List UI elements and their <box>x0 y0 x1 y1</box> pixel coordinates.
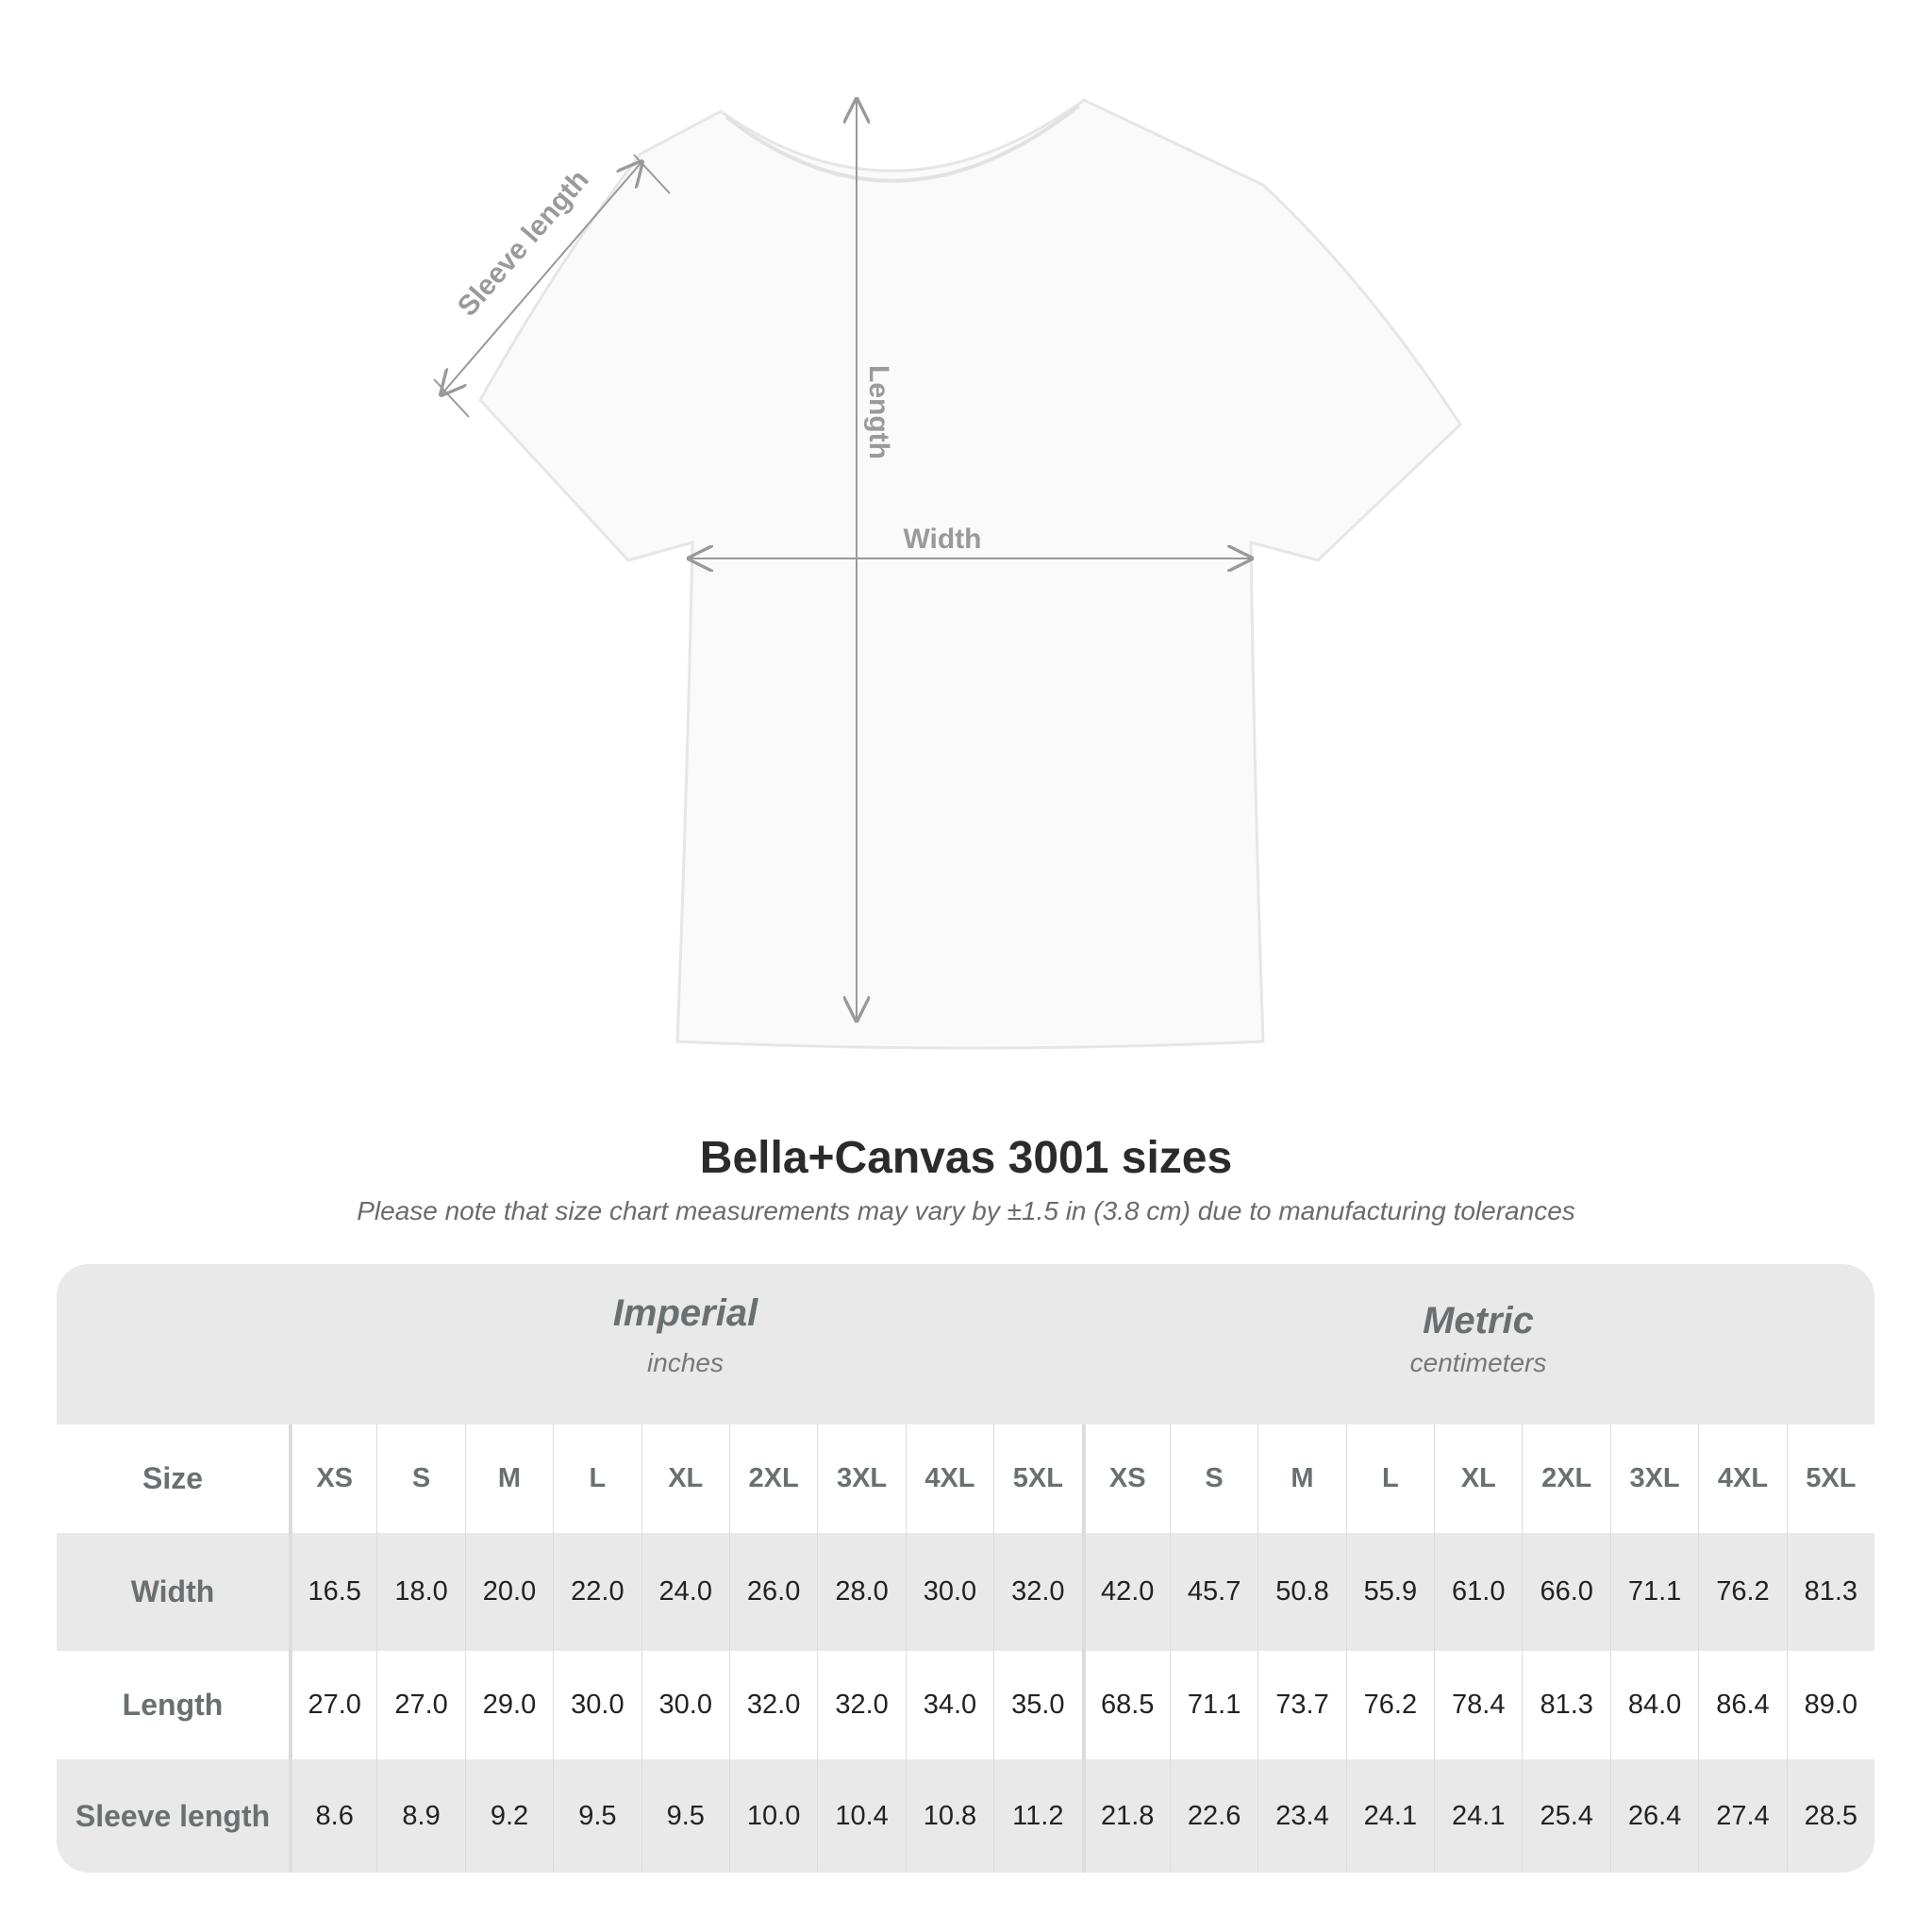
imperial-value-cell: 9.5 <box>553 1759 641 1873</box>
imperial-value-cell: 28.0 <box>817 1533 905 1651</box>
size-header-row: Size XS S M L XL 2XL 3XL 4XL 5XL XS S M L XL 2XL 3XL 4XL 5… <box>57 1424 1874 1533</box>
metric-size-header: 3XL <box>1609 1424 1698 1533</box>
metric-size-header: 2XL <box>1522 1424 1609 1533</box>
metric-value-cell: 81.3 <box>1786 1533 1874 1651</box>
imperial-size-header: M <box>464 1424 553 1533</box>
metric-value-cell: 81.3 <box>1522 1651 1609 1759</box>
imperial-value-cell: 24.0 <box>641 1533 729 1651</box>
sleeve-length-arrow <box>441 162 641 394</box>
metric-title: Metric <box>1423 1300 1534 1341</box>
tshirt-shape <box>478 98 1462 1050</box>
tolerance-note: Please note that size chart measurements… <box>357 1196 1575 1225</box>
metric-size-header: 5XL <box>1786 1424 1874 1533</box>
imperial-value-cell: 8.6 <box>289 1759 376 1873</box>
metric-value-cell: 89.0 <box>1786 1651 1874 1759</box>
row-label: Length <box>122 1688 224 1722</box>
imperial-value-cell: 27.0 <box>289 1651 376 1759</box>
metric-size-header: L <box>1345 1424 1434 1533</box>
imperial-value-cell: 9.2 <box>464 1759 553 1873</box>
imperial-value-cell: 10.4 <box>817 1759 905 1873</box>
imperial-header: Imperial inches <box>289 1292 1082 1378</box>
metric-value-cell: 45.7 <box>1169 1533 1257 1651</box>
imperial-size-header: 3XL <box>817 1424 905 1533</box>
metric-size-header: M <box>1257 1424 1345 1533</box>
metric-value-cell: 23.4 <box>1257 1759 1345 1873</box>
imperial-value-cell: 22.0 <box>553 1533 641 1651</box>
metric-value-cell: 73.7 <box>1257 1651 1345 1759</box>
imperial-value-cell: 29.0 <box>464 1651 553 1759</box>
neckline <box>724 104 1081 183</box>
metric-value-cell: 24.1 <box>1434 1759 1522 1873</box>
metric-value-cell: 71.1 <box>1169 1651 1257 1759</box>
metric-size-header: S <box>1169 1424 1257 1533</box>
imperial-value-cell: 20.0 <box>464 1533 553 1651</box>
metric-value-cell: 76.2 <box>1698 1533 1786 1651</box>
row-label: Width <box>130 1574 215 1608</box>
metric-value-cell: 84.0 <box>1609 1651 1698 1759</box>
table-row: Sleeve length 8.6 8.9 9.2 9.5 9.5 10.0 10.4 10.8… <box>57 1759 1874 1873</box>
size-label: Size <box>142 1461 204 1495</box>
table-row: Width 16.5 18.0 20.0 22.0 24.0 26.0 28.0 30.0 32.… <box>57 1533 1874 1651</box>
metric-value-cell: 24.1 <box>1345 1759 1434 1873</box>
imperial-value-cell: 32.0 <box>728 1651 817 1759</box>
imperial-value-cell: 16.5 <box>289 1533 376 1651</box>
metric-value-cell: 21.8 <box>1081 1759 1170 1873</box>
imperial-size-header: XL <box>641 1424 729 1533</box>
metric-value-cell: 50.8 <box>1257 1533 1345 1651</box>
row-label: Sleeve length <box>75 1798 271 1833</box>
metric-value-cell: 22.6 <box>1169 1759 1257 1873</box>
imperial-value-cell: 27.0 <box>376 1651 464 1759</box>
metric-value-cell: 28.5 <box>1786 1759 1874 1873</box>
imperial-size-header: 2XL <box>728 1424 817 1533</box>
size-table: Imperial inches Metric centimeters Size X… <box>57 1264 1874 1873</box>
metric-value-cell: 76.2 <box>1345 1651 1434 1759</box>
imperial-value-cell: 9.5 <box>641 1759 729 1873</box>
imperial-value-cell: 10.8 <box>905 1759 993 1873</box>
imperial-size-header: S <box>376 1424 464 1533</box>
table-row: Length 27.0 27.0 29.0 30.0 30.0 32.0 32.0 34.0 35… <box>57 1651 1874 1759</box>
metric-value-cell: 27.4 <box>1698 1759 1786 1873</box>
metric-value-cell: 55.9 <box>1345 1533 1434 1651</box>
metric-size-header: XS <box>1081 1424 1170 1533</box>
metric-size-header: XL <box>1434 1424 1522 1533</box>
imperial-value-cell: 34.0 <box>905 1651 993 1759</box>
tshirt-diagram: Sleeve length Length Width <box>433 0 1462 1050</box>
metric-value-cell: 61.0 <box>1434 1533 1522 1651</box>
metric-value-cell: 66.0 <box>1522 1533 1609 1651</box>
imperial-value-cell: 8.9 <box>376 1759 464 1873</box>
imperial-value-cell: 11.2 <box>993 1759 1081 1873</box>
imperial-value-cell: 32.0 <box>817 1651 905 1759</box>
imperial-size-header: L <box>553 1424 641 1533</box>
metric-value-cell: 26.4 <box>1609 1759 1698 1873</box>
imperial-title: Imperial <box>612 1292 758 1334</box>
length-label: Length <box>863 365 894 459</box>
imperial-size-header: 4XL <box>905 1424 993 1533</box>
imperial-value-cell: 30.0 <box>905 1533 993 1651</box>
metric-header: Metric centimeters <box>1082 1300 1874 1378</box>
imperial-value-cell: 18.0 <box>376 1533 464 1651</box>
page-title: Bella+Canvas 3001 sizes <box>699 1133 1233 1183</box>
imperial-value-cell: 30.0 <box>553 1651 641 1759</box>
unit-header: Imperial inches Metric centimeters <box>57 1264 1874 1424</box>
metric-value-cell: 71.1 <box>1609 1533 1698 1651</box>
metric-value-cell: 68.5 <box>1081 1651 1170 1759</box>
metric-size-header: 4XL <box>1698 1424 1786 1533</box>
imperial-value-cell: 30.0 <box>641 1651 729 1759</box>
metric-unit: centimeters <box>1409 1348 1547 1377</box>
imperial-value-cell: 10.0 <box>728 1759 817 1873</box>
imperial-size-header: 5XL <box>993 1424 1081 1533</box>
imperial-size-header: XS <box>289 1424 376 1533</box>
imperial-unit: inches <box>647 1348 724 1377</box>
width-label: Width <box>903 524 981 555</box>
imperial-value-cell: 35.0 <box>993 1651 1081 1759</box>
metric-value-cell: 86.4 <box>1698 1651 1786 1759</box>
imperial-value-cell: 26.0 <box>728 1533 817 1651</box>
imperial-value-cell: 32.0 <box>993 1533 1081 1651</box>
metric-value-cell: 42.0 <box>1081 1533 1170 1651</box>
metric-value-cell: 78.4 <box>1434 1651 1522 1759</box>
metric-value-cell: 25.4 <box>1522 1759 1609 1873</box>
